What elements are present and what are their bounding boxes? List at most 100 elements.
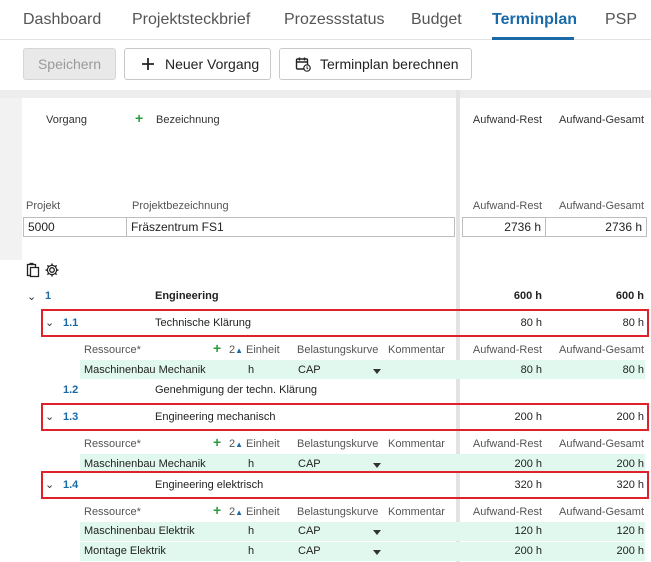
resource-rest: 200 h bbox=[514, 458, 542, 470]
project-id-label: Projekt bbox=[26, 200, 61, 212]
resource-curve[interactable]: CAP bbox=[298, 545, 321, 557]
resource-row[interactable] bbox=[80, 360, 645, 379]
chevron-down-icon[interactable]: ⌄ bbox=[45, 411, 55, 423]
dropdown-arrow-icon[interactable] bbox=[373, 530, 381, 535]
resource-header-kurve[interactable]: Belastungskurve bbox=[297, 344, 379, 356]
tab-dashboard[interactable]: Dashboard bbox=[23, 11, 102, 28]
column-header-aufwand-gesamt[interactable]: Aufwand-Gesamt bbox=[559, 114, 644, 126]
task-rest: 80 h bbox=[520, 317, 542, 329]
resource-curve[interactable]: CAP bbox=[298, 364, 321, 376]
resource-header-rest[interactable]: Aufwand-Rest bbox=[472, 506, 542, 518]
project-name-field[interactable]: Fräszentrum FS1 bbox=[127, 217, 455, 237]
add-resource-icon[interactable]: + bbox=[213, 502, 222, 518]
plus-icon bbox=[139, 55, 157, 73]
resource-header-einheit[interactable]: Einheit bbox=[246, 506, 280, 518]
selected-task-row[interactable] bbox=[41, 403, 649, 431]
resource-header-rest[interactable]: Aufwand-Rest bbox=[472, 344, 542, 356]
sort-up-icon: ▲ bbox=[235, 346, 244, 355]
add-task-icon[interactable]: + bbox=[135, 110, 144, 126]
task-name[interactable]: Genehmigung der techn. Klärung bbox=[155, 384, 318, 396]
column-header-aufwand-rest[interactable]: Aufwand-Rest bbox=[472, 114, 542, 126]
resource-name[interactable]: Maschinenbau Mechanik bbox=[84, 364, 206, 376]
project-id-field[interactable]: 5000 bbox=[23, 217, 127, 237]
gear-icon[interactable] bbox=[44, 262, 60, 283]
task-gesamt: 80 h bbox=[622, 317, 644, 329]
resource-header-einheit[interactable]: Einheit bbox=[246, 438, 280, 450]
task-number[interactable]: 1.1 bbox=[63, 317, 79, 329]
tab-bar: Dashboard Projektsteckbrief Prozessstatu… bbox=[0, 0, 651, 40]
resource-sort-indicator: 2▲ bbox=[229, 438, 243, 450]
resource-unit[interactable]: h bbox=[248, 525, 255, 537]
new-task-button[interactable]: Neuer Vorgang bbox=[124, 48, 271, 80]
resource-row[interactable] bbox=[80, 454, 645, 473]
task-number[interactable]: 1 bbox=[45, 290, 52, 302]
resource-header-ressource[interactable]: Ressource* bbox=[84, 344, 141, 356]
task-rest: 200 h bbox=[514, 411, 542, 423]
column-header-vorgang[interactable]: Vorgang bbox=[46, 114, 87, 126]
resource-header-ressource[interactable]: Ressource* bbox=[84, 438, 141, 450]
calendar-clock-icon bbox=[294, 55, 312, 73]
selected-task-row[interactable] bbox=[41, 471, 649, 499]
project-rest-label: Aufwand-Rest bbox=[472, 200, 542, 212]
task-name[interactable]: Technische Klärung bbox=[155, 317, 252, 329]
task-name[interactable]: Engineering elektrisch bbox=[155, 479, 264, 491]
resource-header-kommentar[interactable]: Kommentar bbox=[388, 438, 445, 450]
resource-sort-indicator: 2▲ bbox=[229, 506, 243, 518]
resource-header-ressource[interactable]: Ressource* bbox=[84, 506, 141, 518]
resource-header-kommentar[interactable]: Kommentar bbox=[388, 344, 445, 356]
clipboard-icon[interactable] bbox=[26, 262, 40, 283]
resource-header-rest[interactable]: Aufwand-Rest bbox=[472, 438, 542, 450]
dropdown-arrow-icon[interactable] bbox=[373, 369, 381, 374]
task-number[interactable]: 1.3 bbox=[63, 411, 79, 423]
resource-header-gesamt[interactable]: Aufwand-Gesamt bbox=[559, 344, 644, 356]
task-gesamt: 200 h bbox=[616, 411, 644, 423]
task-name[interactable]: Engineering mechanisch bbox=[155, 411, 276, 423]
resource-name[interactable]: Maschinenbau Mechanik bbox=[84, 458, 206, 470]
resource-gesamt: 200 h bbox=[616, 458, 644, 470]
resource-curve[interactable]: CAP bbox=[298, 525, 321, 537]
task-number[interactable]: 1.2 bbox=[63, 384, 79, 396]
resource-row[interactable] bbox=[80, 522, 645, 541]
calculate-schedule-button[interactable]: Terminplan berechnen bbox=[279, 48, 472, 80]
sort-up-icon: ▲ bbox=[235, 508, 244, 517]
column-header-bezeichnung[interactable]: Bezeichnung bbox=[156, 114, 220, 126]
dropdown-arrow-icon[interactable] bbox=[373, 463, 381, 468]
project-rest-field[interactable]: 2736 h bbox=[462, 217, 546, 237]
chevron-down-icon[interactable]: ⌄ bbox=[27, 291, 37, 303]
add-resource-icon[interactable]: + bbox=[213, 434, 222, 450]
tab-budget[interactable]: Budget bbox=[411, 11, 462, 28]
project-gesamt-field[interactable]: 2736 h bbox=[546, 217, 647, 237]
add-resource-icon[interactable]: + bbox=[213, 340, 222, 356]
resource-unit[interactable]: h bbox=[248, 364, 255, 376]
resource-unit[interactable]: h bbox=[248, 458, 255, 470]
resource-gesamt: 80 h bbox=[622, 364, 644, 376]
tab-terminplan[interactable]: Terminplan bbox=[492, 11, 578, 28]
resource-header-gesamt[interactable]: Aufwand-Gesamt bbox=[559, 438, 644, 450]
task-rest: 320 h bbox=[514, 479, 542, 491]
chevron-down-icon[interactable]: ⌄ bbox=[45, 479, 55, 491]
selected-task-row[interactable] bbox=[41, 309, 649, 337]
resource-row[interactable] bbox=[80, 542, 645, 561]
pane-splitter[interactable] bbox=[456, 90, 460, 562]
resource-header-kurve[interactable]: Belastungskurve bbox=[297, 506, 379, 518]
resource-unit[interactable]: h bbox=[248, 545, 255, 557]
chevron-down-icon[interactable]: ⌄ bbox=[45, 317, 55, 329]
task-number[interactable]: 1.4 bbox=[63, 479, 79, 491]
save-button[interactable]: Speichern bbox=[23, 48, 116, 80]
resource-name[interactable]: Maschinenbau Elektrik bbox=[84, 525, 195, 537]
resource-curve[interactable]: CAP bbox=[298, 458, 321, 470]
save-button-label: Speichern bbox=[37, 56, 102, 72]
dropdown-arrow-icon[interactable] bbox=[373, 550, 381, 555]
tab-projektsteckbrief[interactable]: Projektsteckbrief bbox=[132, 11, 251, 28]
resource-name[interactable]: Montage Elektrik bbox=[84, 545, 166, 557]
resource-header-kommentar[interactable]: Kommentar bbox=[388, 506, 445, 518]
resource-header-gesamt[interactable]: Aufwand-Gesamt bbox=[559, 506, 644, 518]
task-rest: 600 h bbox=[513, 290, 542, 302]
tab-psp[interactable]: PSP bbox=[605, 11, 638, 28]
sort-number: 2 bbox=[229, 344, 236, 356]
calculate-schedule-label: Terminplan berechnen bbox=[320, 56, 459, 72]
resource-header-einheit[interactable]: Einheit bbox=[246, 344, 280, 356]
tab-prozessstatus[interactable]: Prozessstatus bbox=[284, 11, 385, 28]
task-name[interactable]: Engineering bbox=[155, 290, 219, 302]
resource-header-kurve[interactable]: Belastungskurve bbox=[297, 438, 379, 450]
